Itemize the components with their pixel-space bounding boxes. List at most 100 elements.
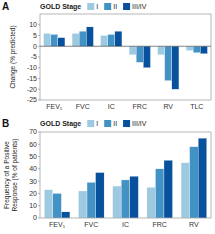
y-tick [38,78,40,79]
legend-swatch [104,3,111,10]
y-tick-label: -15 [27,75,37,82]
figure: -25 -20 -15 -10 -5 0 5 10 FEV₁ FVC IC FRC RV TLC Chang… [0,0,215,234]
x-tick-label: TLC [190,103,203,110]
y-tick-label: 20 [29,190,37,197]
panel: 010203040506070FEV₁FVCICFRCRVFrequency o… [2,118,211,228]
x-tick-label: FRC [153,221,167,228]
y-tick-label: 0 [33,43,37,50]
bar [198,138,207,218]
bar [172,46,179,89]
plot-frame [40,132,211,218]
legend-swatch [123,3,130,10]
legend-title: GOLD Stage [40,120,81,128]
bar [164,160,173,218]
plot-frame [40,14,211,100]
legend-swatch [87,3,94,10]
x-tick-label: IC [122,221,129,228]
bar [113,186,122,218]
legend-label: I [96,120,98,127]
y-tick-label: 60 [29,141,37,148]
legend-label: III/IV [132,120,147,127]
y-tick-label: -10 [27,64,37,71]
bar [165,46,172,80]
bar [115,31,122,46]
legend-swatch [104,120,111,127]
x-tick-label: RV [163,103,173,110]
bar [79,31,86,46]
bar [44,190,53,218]
zero-line [40,46,211,47]
y-tick-label: -20 [27,86,37,93]
y-tick [38,24,40,25]
bar [108,34,115,46]
y-tick-label: 10 [29,202,37,209]
y-axis-label: Change (% predicted) [9,25,17,88]
legend: GOLD StageIIIIII/IV [40,3,147,11]
bar [200,46,207,54]
x-tick-label: FEV₁ [49,221,66,228]
y-tick [38,168,40,169]
bar [158,46,165,55]
legend-label: II [113,120,117,127]
bar [181,163,190,218]
x-tick-label: FEV₁ [46,103,63,110]
y-tick-label: 50 [29,153,37,160]
bar [96,173,105,218]
y-tick-label: -25 [27,96,37,103]
y-tick [38,132,40,133]
y-tick [38,218,40,219]
bar [87,182,96,218]
y-tick [38,205,40,206]
y-tick-label: 10 [29,21,37,28]
bar [129,46,136,55]
panel: -25 -20 -15 -10 -5 0 5 10 FEV₁ FVC IC FRC RV TLC Chang… [2,1,211,110]
bar [186,46,193,50]
y-tick-label: 70 [29,128,37,135]
bar [58,38,65,47]
y-tick [38,35,40,36]
bars [44,27,208,89]
y-tick [38,156,40,157]
bar [143,46,150,68]
x-tick-label: FRC [133,103,147,110]
x-tick-label: IC [108,103,115,110]
legend: GOLD StageIIIIII/IV [40,120,147,128]
bar [53,193,62,218]
bar [61,212,70,218]
y-tick-label: 40 [29,165,37,172]
panel-title: A [2,1,9,12]
y-axis-label-line: Change (% predicted) [9,25,17,88]
bars [44,138,206,218]
y-axis-label-line: Response (% of patients) [11,139,19,212]
bar [51,34,58,46]
bar [193,46,200,52]
legend-swatch [87,120,94,127]
bar [190,147,199,218]
legend-title: GOLD Stage [40,3,81,11]
y-tick [38,144,40,145]
bar [86,27,93,46]
y-tick [38,67,40,68]
y-tick [38,46,40,47]
y-tick [38,100,40,101]
bar [136,46,143,62]
bar [78,191,87,218]
y-tick-label: 5 [33,32,37,39]
bar [147,187,156,218]
y-tick-label: 0 [33,214,37,221]
y-tick-label: -5 [31,53,37,60]
y-tick [38,57,40,58]
bar [44,33,51,46]
bar [130,176,139,218]
bar [101,36,108,47]
x-tick-label: FVC [76,103,90,110]
legend-label: I [96,3,98,10]
legend-label: II [113,3,117,10]
y-tick [38,193,40,194]
x-tick-label: FVC [84,221,98,228]
y-tick [38,89,40,90]
y-tick-label: 30 [29,178,37,185]
panel-title: B [2,118,9,129]
y-axis-label: Frequency of a PositiveResponse (% of pa… [3,139,19,212]
legend-label: III/IV [132,3,147,10]
